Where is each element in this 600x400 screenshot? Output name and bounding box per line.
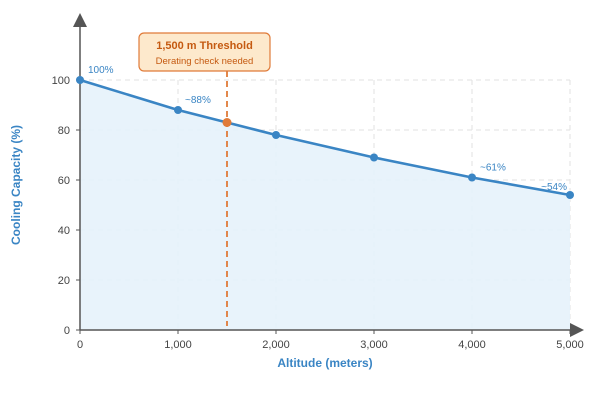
y-tick-label: 80 bbox=[58, 125, 70, 137]
x-tick-label: 5,000 bbox=[556, 339, 584, 351]
x-tick-label: 4,000 bbox=[458, 339, 486, 351]
x-tick-label: 3,000 bbox=[360, 339, 388, 351]
y-tick-label: 60 bbox=[58, 175, 70, 187]
y-tick-label: 20 bbox=[58, 275, 70, 287]
x-tick-label: 2,000 bbox=[262, 339, 290, 351]
x-axis-title: Altitude (meters) bbox=[277, 356, 372, 370]
y-tick-label: 100 bbox=[52, 75, 70, 87]
area-fill bbox=[80, 80, 570, 330]
y-tick-label: 40 bbox=[58, 225, 70, 237]
y-axis-arrow bbox=[73, 13, 87, 27]
data-points bbox=[76, 76, 574, 199]
callout-title: 1,500 m Threshold bbox=[156, 40, 253, 52]
data-point bbox=[468, 173, 476, 182]
data-point bbox=[272, 131, 280, 139]
y-tick-label: 0 bbox=[64, 325, 70, 337]
series-line bbox=[79, 78, 571, 197]
data-label: ~61% bbox=[480, 163, 506, 174]
data-label: ~88% bbox=[185, 95, 211, 106]
data-point bbox=[174, 106, 182, 114]
data-point bbox=[76, 76, 84, 84]
threshold-point bbox=[222, 118, 232, 127]
threshold-callout: 1,500 m Threshold Derating check needed bbox=[138, 32, 271, 72]
x-axis-arrow bbox=[570, 323, 584, 337]
x-tick-label: 0 bbox=[77, 339, 83, 351]
y-axis-title: Cooling Capacity (%) bbox=[9, 125, 23, 245]
data-point bbox=[566, 191, 574, 199]
data-label: 100% bbox=[88, 65, 114, 76]
callout-subtitle: Derating check needed bbox=[156, 56, 254, 67]
data-labels: 100% ~88% ~61% ~54% bbox=[88, 65, 567, 193]
callout-box bbox=[138, 32, 271, 72]
axes bbox=[73, 13, 584, 337]
data-label: ~54% bbox=[541, 182, 567, 193]
x-tick-label: 1,000 bbox=[164, 339, 192, 351]
data-point bbox=[370, 153, 378, 162]
